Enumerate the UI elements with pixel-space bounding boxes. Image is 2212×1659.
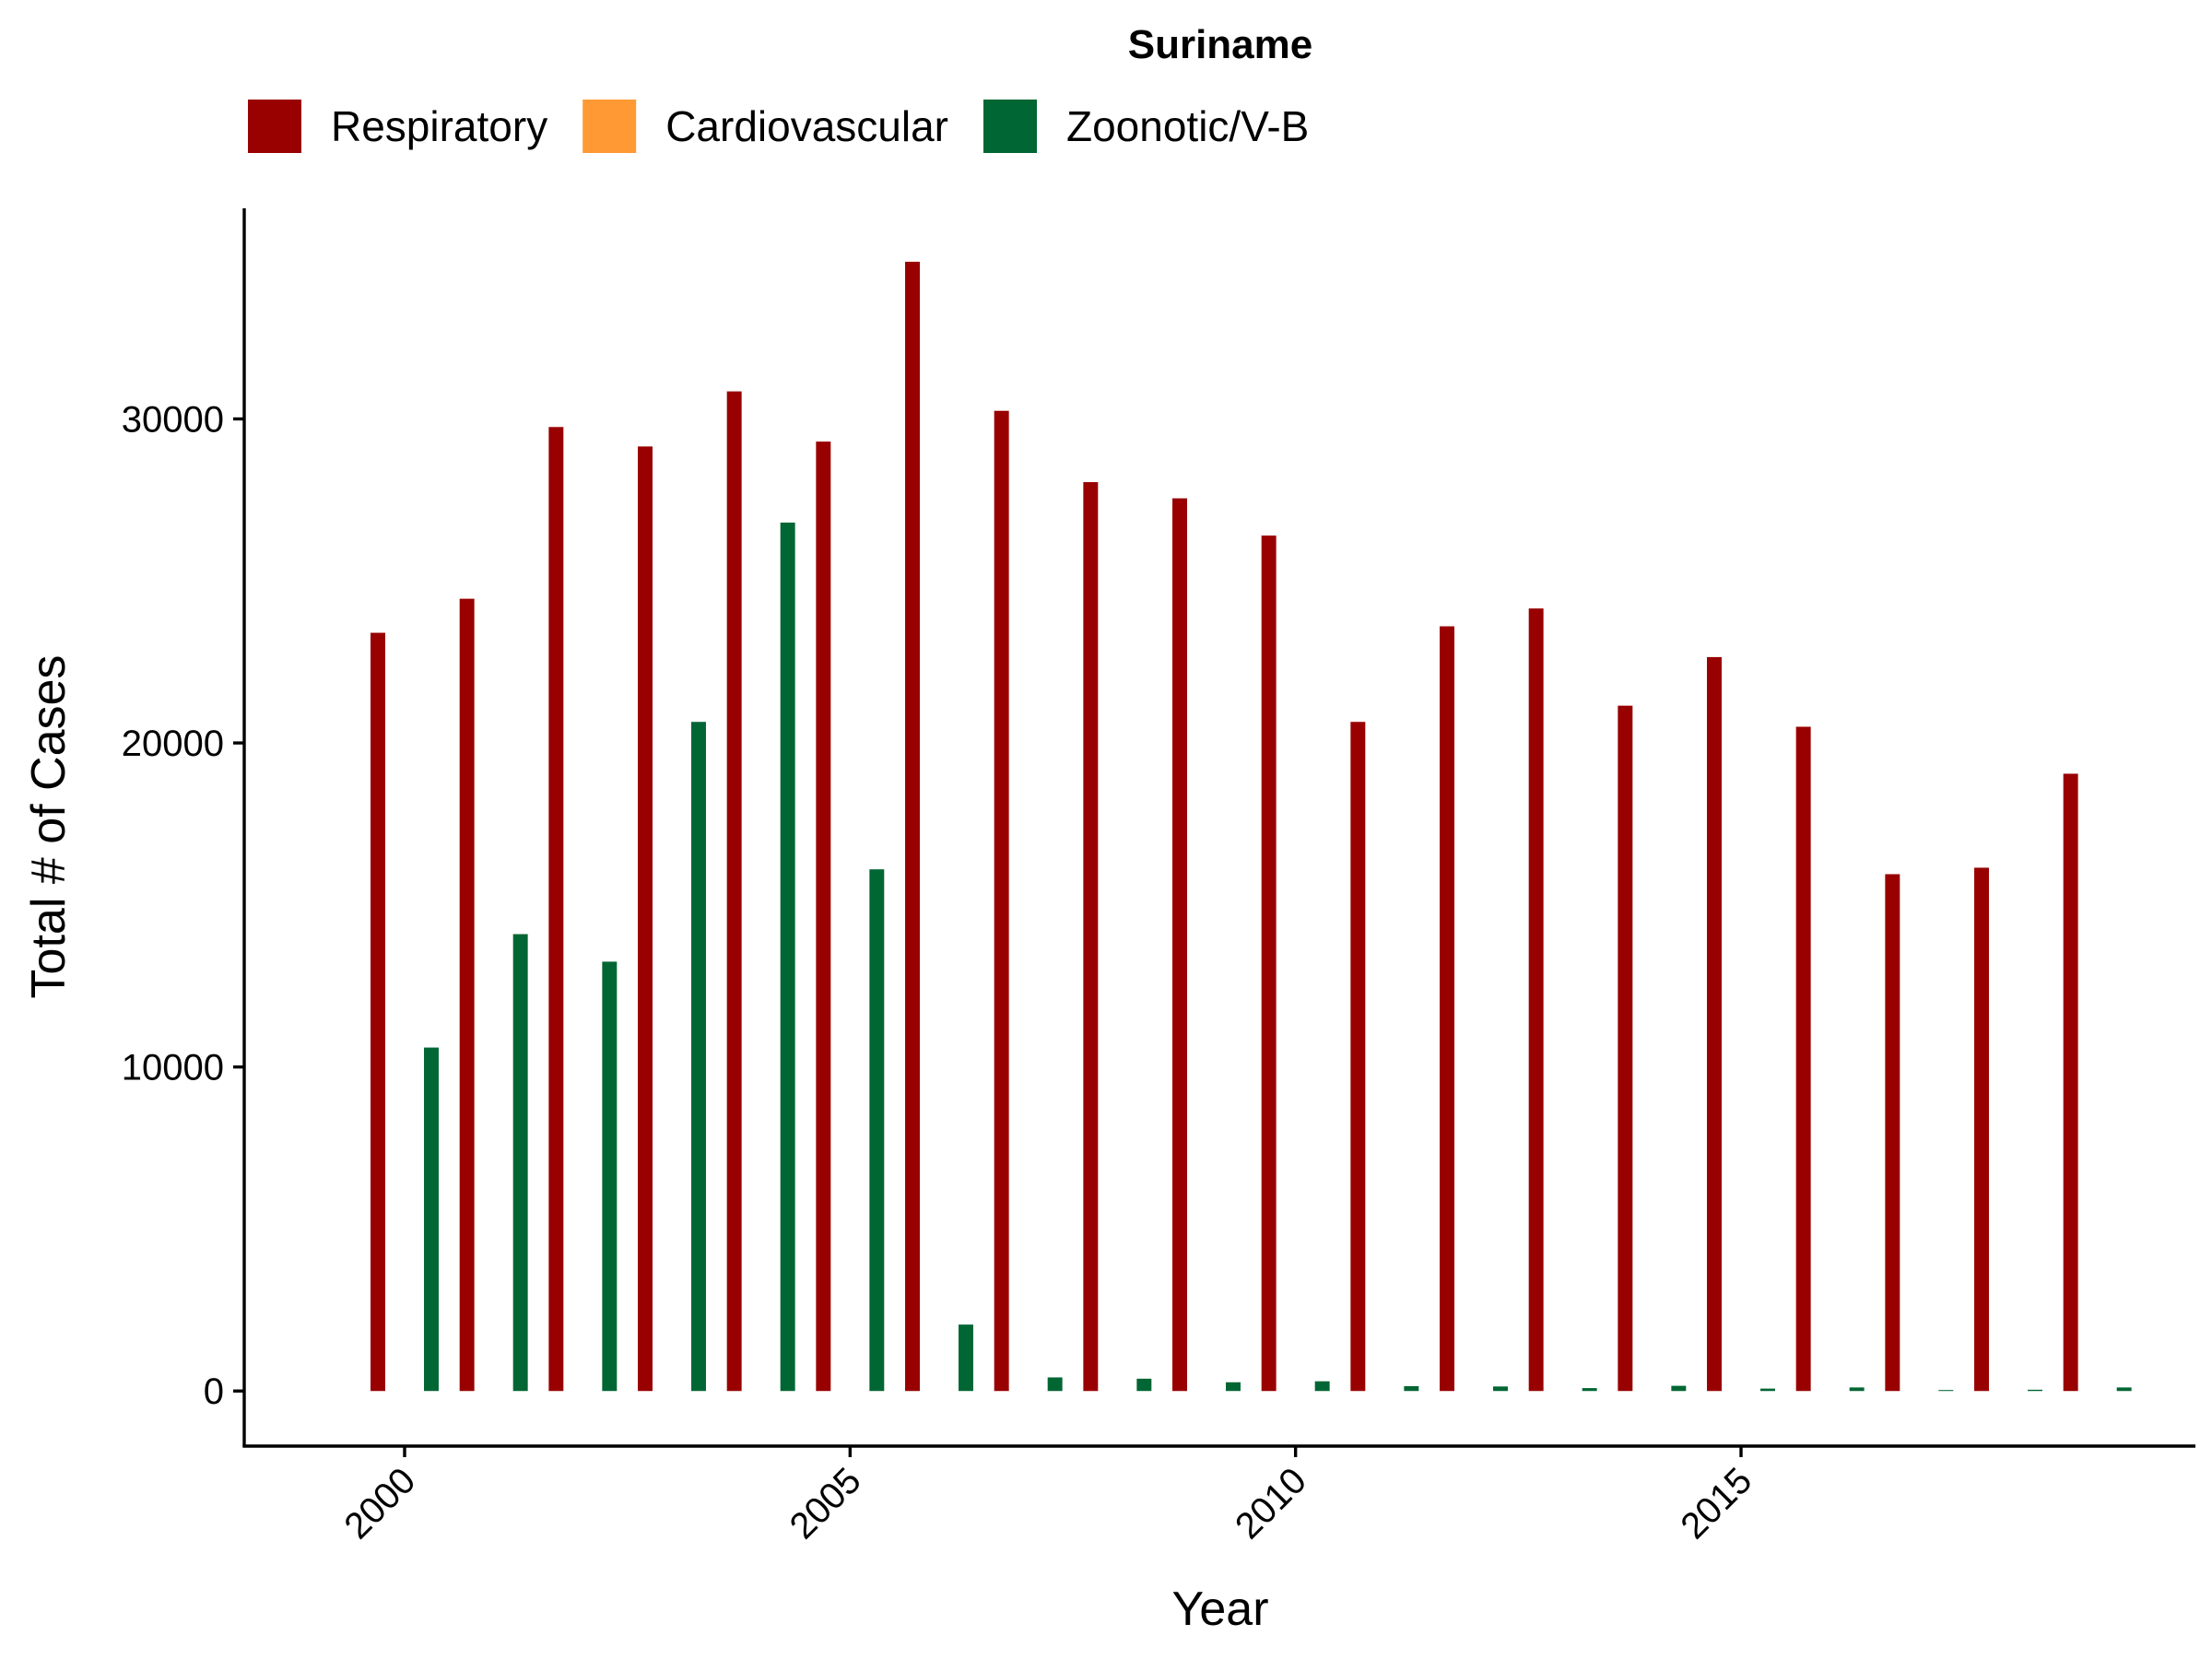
legend-key-zoonotic-v-b	[983, 100, 1037, 153]
y-tick-label: 0	[204, 1371, 224, 1412]
bar-respiratory-2014	[1618, 705, 1633, 1392]
bar-respiratory-2013	[1528, 608, 1544, 1392]
x-tick-label: 2015	[1673, 1460, 1759, 1547]
bar-zoonotic-v-b-2008	[1136, 1378, 1152, 1392]
bar-respiratory-2002	[548, 427, 564, 1392]
y-axis-title: Total # of Cases	[22, 655, 76, 999]
bar-zoonotic-v-b-2010	[1314, 1381, 1330, 1392]
bar-respiratory-2010	[1261, 535, 1277, 1392]
bar-zoonotic-v-b-2017	[1938, 1390, 1954, 1392]
legend-key-cardiovascular	[582, 100, 637, 153]
legend-title: Suriname	[1128, 22, 1313, 67]
legend-label-cardiovascular: Cardiovascular	[665, 102, 948, 150]
legend: Suriname Respiratory Cardiovascular Zoonot…	[248, 22, 1312, 153]
bar-zoonotic-v-b-2001	[512, 934, 528, 1392]
legend-label-respiratory: Respiratory	[331, 102, 547, 150]
x-tick-label: 2000	[336, 1460, 423, 1547]
bar-zoonotic-v-b-2006	[959, 1324, 973, 1392]
y-tick-label: 10000	[122, 1048, 224, 1088]
bar-zoonotic-v-b-2014	[1671, 1385, 1687, 1392]
legend-items: Respiratory Cardiovascular Zoonotic/V-B	[248, 100, 1309, 153]
bar-respiratory-2001	[459, 598, 475, 1392]
bar-respiratory-2007	[994, 410, 1009, 1392]
bar-zoonotic-v-b-2012	[1493, 1386, 1508, 1392]
bar-respiratory-2006	[905, 262, 920, 1392]
bar-respiratory-2003	[638, 446, 653, 1392]
bar-zoonotic-v-b-2005	[869, 869, 885, 1392]
bar-respiratory-2004	[726, 391, 742, 1392]
bar-respiratory-2017	[1885, 874, 1900, 1392]
bar-zoonotic-v-b-2007	[1047, 1377, 1063, 1392]
bar-zoonotic-v-b-2015	[1760, 1388, 1775, 1392]
legend-label-zoonotic-v-b: Zoonotic/V-B	[1066, 102, 1309, 150]
bars	[371, 262, 2132, 1392]
y-axis-ticks: 0 10000 20000 30000	[122, 400, 244, 1412]
bar-zoonotic-v-b-2002	[602, 961, 618, 1392]
bar-zoonotic-v-b-2004	[780, 523, 795, 1392]
bar-respiratory-2005	[816, 441, 831, 1392]
x-axis-ticks: 2000 2005 2010 2015	[336, 1446, 1759, 1547]
bar-respiratory-2019	[2063, 773, 2078, 1392]
x-axis-title: Year	[1171, 1583, 1268, 1636]
bar-respiratory-2000	[371, 632, 385, 1392]
bar-zoonotic-v-b-2019	[2116, 1387, 2132, 1392]
bar-zoonotic-v-b-2018	[2028, 1389, 2042, 1392]
bar-zoonotic-v-b-2000	[424, 1047, 439, 1392]
plot-area: 0 10000 20000 30000 2000 2005 2010 2015	[122, 208, 2195, 1547]
bar-respiratory-2009	[1172, 498, 1187, 1392]
x-tick-label: 2005	[782, 1460, 869, 1547]
y-tick-label: 20000	[122, 724, 224, 764]
bar-respiratory-2018	[1974, 867, 1989, 1392]
bar-respiratory-2011	[1350, 722, 1366, 1392]
legend-key-respiratory	[248, 100, 301, 153]
bar-zoonotic-v-b-2003	[691, 722, 706, 1392]
bar-zoonotic-v-b-2011	[1404, 1385, 1419, 1392]
bar-respiratory-2008	[1083, 482, 1099, 1392]
bar-zoonotic-v-b-2016	[1849, 1387, 1865, 1392]
bar-zoonotic-v-b-2009	[1226, 1382, 1241, 1392]
bar-respiratory-2012	[1440, 626, 1454, 1392]
y-tick-label: 30000	[122, 400, 224, 441]
bar-respiratory-2016	[1795, 726, 1811, 1392]
x-tick-label: 2010	[1228, 1460, 1314, 1547]
bar-respiratory-2015	[1707, 656, 1722, 1392]
bar-zoonotic-v-b-2013	[1582, 1388, 1597, 1392]
